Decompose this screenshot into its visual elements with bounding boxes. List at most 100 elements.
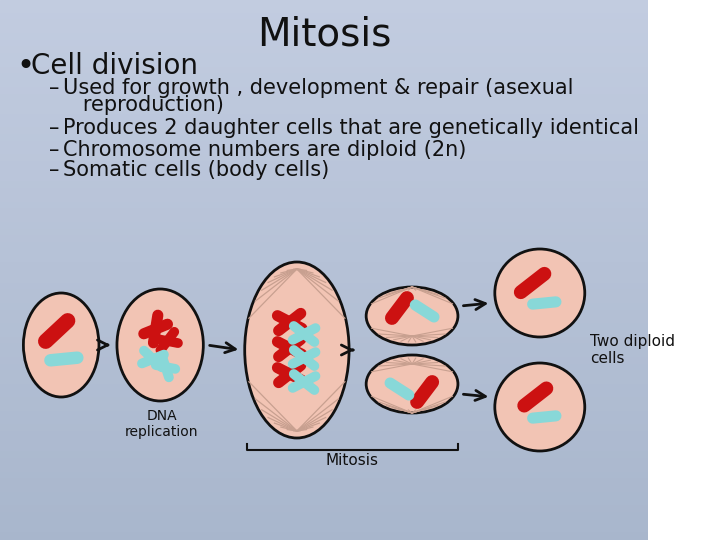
Bar <box>0 54 648 60</box>
Bar <box>0 338 648 345</box>
Text: –: – <box>50 140 66 160</box>
Bar <box>0 202 648 209</box>
Bar <box>0 310 648 317</box>
Bar <box>0 216 648 222</box>
Text: reproduction): reproduction) <box>63 95 224 115</box>
Text: –: – <box>50 160 66 180</box>
Bar <box>0 432 648 438</box>
Bar <box>0 168 648 176</box>
Bar <box>0 6 648 14</box>
Bar <box>0 472 648 480</box>
Bar <box>0 446 648 453</box>
Text: Somatic cells (body cells): Somatic cells (body cells) <box>63 160 329 180</box>
Bar <box>0 156 648 162</box>
Text: •: • <box>16 52 35 81</box>
Text: Used for growth , development & repair (asexual: Used for growth , development & repair (… <box>63 78 573 98</box>
Bar <box>0 243 648 249</box>
Bar <box>0 27 648 33</box>
Bar <box>0 345 648 351</box>
Bar <box>0 399 648 405</box>
Bar <box>0 87 648 94</box>
Bar <box>0 351 648 357</box>
Bar <box>0 141 648 149</box>
Ellipse shape <box>117 289 203 401</box>
Bar <box>0 426 648 432</box>
Bar <box>0 33 648 40</box>
Bar <box>0 122 648 128</box>
Bar <box>0 94 648 102</box>
Bar <box>0 507 648 513</box>
Bar <box>0 230 648 237</box>
Bar <box>0 74 648 81</box>
Bar <box>0 378 648 384</box>
Ellipse shape <box>495 363 585 451</box>
Bar <box>0 438 648 445</box>
Ellipse shape <box>366 355 458 413</box>
Bar <box>0 486 648 492</box>
Bar <box>0 465 648 472</box>
Bar <box>0 209 648 216</box>
Bar <box>0 418 648 426</box>
Bar <box>0 195 648 202</box>
Bar <box>0 372 648 378</box>
Bar <box>0 324 648 330</box>
Bar <box>0 284 648 291</box>
Ellipse shape <box>495 249 585 337</box>
Bar <box>0 492 648 500</box>
Bar <box>0 14 648 20</box>
Bar <box>0 237 648 243</box>
Text: Mitosis: Mitosis <box>325 453 379 468</box>
Text: –: – <box>50 118 66 138</box>
Ellipse shape <box>366 287 458 345</box>
Bar <box>0 480 648 486</box>
Bar <box>0 297 648 303</box>
Bar <box>0 249 648 256</box>
Bar <box>0 135 648 141</box>
Bar <box>0 115 648 122</box>
Bar <box>0 526 648 534</box>
Bar <box>0 513 648 519</box>
Text: Two diploid
cells: Two diploid cells <box>590 334 675 366</box>
Bar <box>0 183 648 189</box>
Bar <box>0 256 648 263</box>
Bar <box>0 68 648 74</box>
Bar <box>0 534 648 540</box>
Bar <box>0 270 648 276</box>
Text: Cell division: Cell division <box>32 52 199 80</box>
Bar <box>0 291 648 297</box>
Bar <box>0 459 648 465</box>
Ellipse shape <box>23 293 99 397</box>
Bar <box>0 519 648 526</box>
Bar <box>0 222 648 230</box>
Bar <box>0 500 648 507</box>
Bar <box>0 148 648 156</box>
Text: Produces 2 daughter cells that are genetically identical: Produces 2 daughter cells that are genet… <box>63 118 639 138</box>
Bar <box>0 392 648 399</box>
Bar <box>0 128 648 135</box>
Bar <box>0 357 648 364</box>
Bar <box>0 40 648 47</box>
Bar <box>0 60 648 68</box>
Bar <box>0 303 648 310</box>
Text: DNA
replication: DNA replication <box>125 409 199 439</box>
Bar <box>0 364 648 372</box>
Bar <box>0 162 648 168</box>
Bar <box>0 102 648 108</box>
Bar <box>0 384 648 391</box>
Bar <box>0 0 648 6</box>
Bar <box>0 47 648 54</box>
Bar <box>0 276 648 284</box>
Bar <box>0 81 648 87</box>
Text: Mitosis: Mitosis <box>257 15 391 53</box>
Bar <box>0 20 648 27</box>
Text: Chromosome numbers are diploid (2n): Chromosome numbers are diploid (2n) <box>63 140 467 160</box>
Bar <box>0 330 648 338</box>
Bar <box>0 317 648 324</box>
Text: –: – <box>50 78 66 98</box>
Bar <box>0 405 648 411</box>
Bar <box>0 176 648 183</box>
Bar <box>0 411 648 418</box>
Ellipse shape <box>245 262 349 438</box>
Bar <box>0 108 648 115</box>
Bar <box>0 189 648 195</box>
